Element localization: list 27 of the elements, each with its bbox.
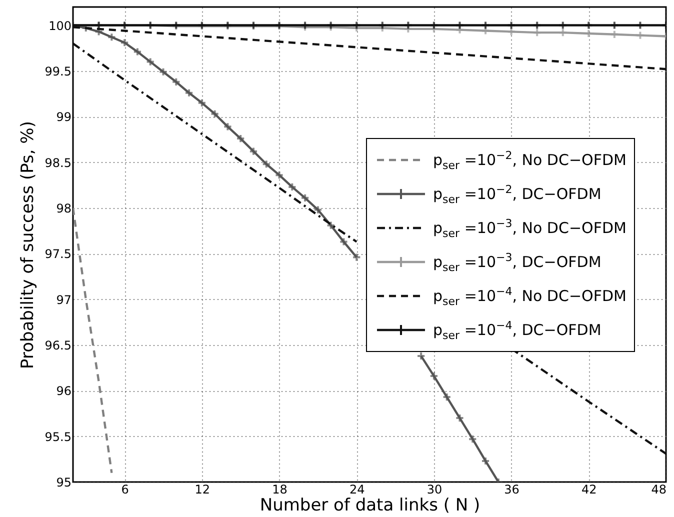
- y-tick-label: 95: [56, 476, 72, 490]
- y-tick-label: 95.5: [44, 430, 72, 444]
- legend-label: p$_{ser}$ =10$^{−2}$, DC−OFDM: [433, 182, 602, 206]
- y-tick-label: 98.5: [44, 156, 72, 170]
- x-tick-label: 42: [582, 482, 597, 496]
- y-axis-title: Probability of success (Ps, %): [18, 121, 38, 369]
- y-tick-label: 99.5: [44, 64, 72, 78]
- x-tick-label: 48: [651, 482, 666, 496]
- y-tick-label: 96: [56, 384, 72, 398]
- x-tick-label: 18: [272, 482, 288, 496]
- y-tick-label: 100: [48, 18, 72, 33]
- x-tick-label: 6: [121, 482, 129, 496]
- y-tick-label: 97: [56, 292, 72, 307]
- legend-label: p$_{ser}$ =10$^{−2}$, No DC−OFDM: [433, 148, 626, 172]
- y-tick-label: 97.5: [44, 247, 72, 262]
- x-tick-label: 30: [426, 482, 442, 496]
- x-axis-title: Number of data links ( N ): [260, 496, 480, 516]
- x-tick-label: 24: [349, 482, 365, 496]
- y-tick-label: 98: [56, 201, 72, 216]
- legend-label: p$_{ser}$ =10$^{−3}$, DC−OFDM: [433, 250, 602, 274]
- legend-label: p$_{ser}$ =10$^{−3}$, No DC−OFDM: [433, 216, 626, 240]
- y-tick-label: 99: [56, 110, 72, 124]
- legend-label: p$_{ser}$ =10$^{−4}$, No DC−OFDM: [433, 284, 626, 308]
- x-tick-label: 12: [194, 482, 210, 496]
- x-tick-label: 36: [504, 482, 520, 496]
- y-tick-label: 96.5: [44, 338, 72, 352]
- legend-label: p$_{ser}$ =10$^{−4}$, DC−OFDM: [433, 318, 602, 342]
